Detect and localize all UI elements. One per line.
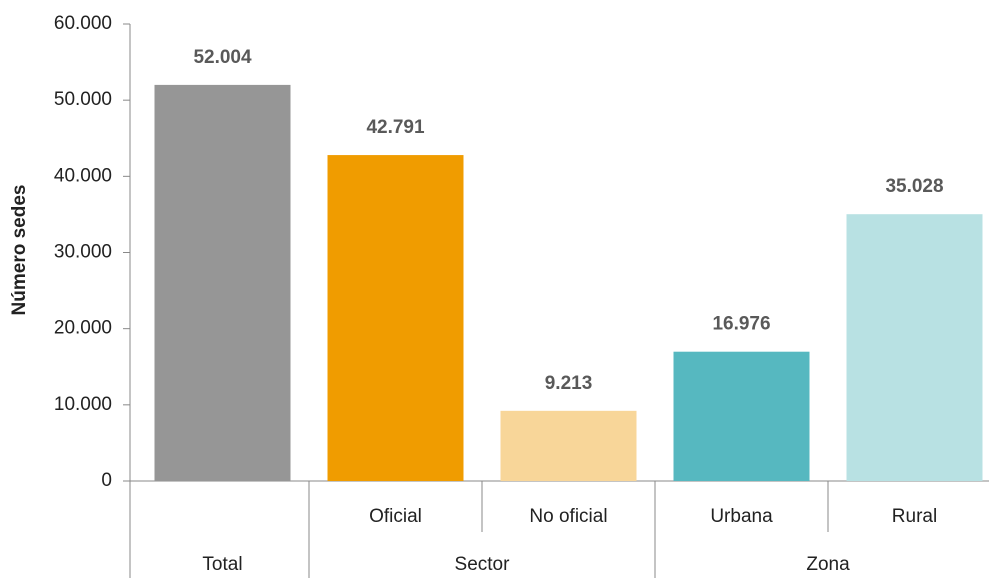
bar	[327, 155, 464, 482]
y-tick-label: 30.000	[54, 242, 112, 263]
bar	[154, 84, 291, 482]
value-label: 35.028	[885, 176, 943, 197]
x-tick-label: No oficial	[529, 506, 607, 527]
y-tick-label: 40.000	[54, 165, 112, 186]
y-axis-label: Número sedes	[9, 185, 30, 316]
value-label: 42.791	[366, 117, 425, 138]
bar	[500, 410, 637, 481]
x-tick-label: Urbana	[710, 506, 773, 527]
bar	[673, 351, 810, 481]
x-tick-label: Oficial	[369, 506, 422, 527]
y-tick-label: 0	[101, 470, 112, 491]
y-tick-label: 60.000	[54, 13, 112, 34]
value-label: 16.976	[712, 314, 770, 335]
bar	[846, 214, 983, 481]
group-label: Total	[202, 554, 242, 575]
group-label: Zona	[806, 554, 850, 575]
x-tick-label: Rural	[892, 506, 937, 527]
value-label: 52.004	[193, 47, 252, 68]
group-label: Sector	[455, 554, 511, 575]
y-tick-label: 50.000	[54, 89, 112, 110]
value-label: 9.213	[545, 373, 593, 394]
y-tick-label: 10.000	[54, 394, 112, 415]
y-tick-label: 20.000	[54, 318, 112, 339]
